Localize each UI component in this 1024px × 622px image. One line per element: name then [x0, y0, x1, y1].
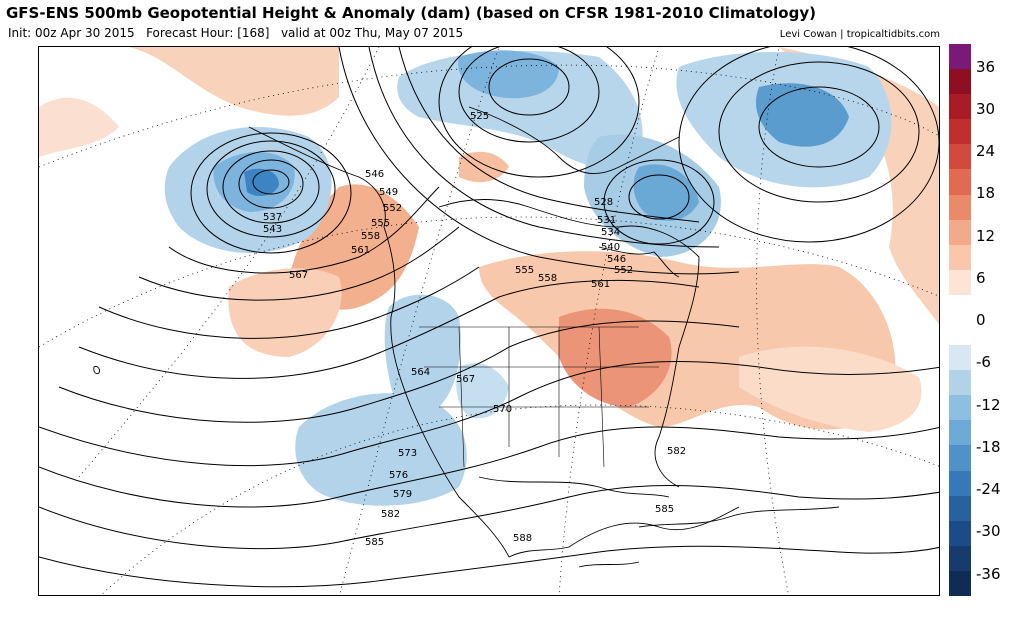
contour-label: 561 [351, 245, 370, 256]
colorbar-segment [949, 370, 971, 396]
colorbar-segment [949, 244, 971, 271]
contour-label: 588 [513, 533, 532, 544]
contour-label: 567 [289, 270, 308, 281]
contour-label: 585 [365, 537, 384, 548]
colorbar-labels: 36 30 24 18 12 6 0 -6 -12 -18 -24 -30 -3… [976, 44, 1020, 596]
colorbar-tick: -12 [976, 396, 1001, 414]
colorbar-segment [949, 520, 971, 547]
contour-label-group: 525 528 531 534 540 546 552 561 555 558 … [263, 111, 686, 548]
colorbar-tick: -30 [976, 522, 1001, 540]
colorbar-segment [949, 169, 971, 196]
contour-label: 561 [591, 279, 610, 290]
contour-label: 564 [411, 367, 430, 378]
coastlines [93, 106, 840, 568]
contour-label: 540 [601, 242, 620, 253]
colorbar-tick: -6 [976, 353, 991, 371]
colorbar-segment [949, 445, 971, 472]
colorbar-segment [949, 194, 971, 221]
contour-label: 528 [594, 197, 613, 208]
colorbar-segment [949, 545, 971, 572]
colorbar-tick: -18 [976, 438, 1001, 456]
init-time: Init: 00z Apr 30 2015 [8, 26, 135, 40]
colorbar-segment [949, 44, 971, 70]
colorbar-segment [949, 219, 971, 246]
colorbar-segment [949, 294, 971, 321]
colorbar-segment [949, 320, 971, 346]
forecast-hour: Forecast Hour: [168] [146, 26, 270, 40]
colorbar-segment [949, 94, 971, 120]
chart-title: GFS-ENS 500mb Geopotential Height & Anom… [6, 4, 816, 22]
colorbar-segment [949, 119, 971, 145]
credit-line: Levi Cowan | tropicaltidbits.com [779, 29, 940, 40]
colorbar-segment [949, 69, 971, 95]
contour-label: 552 [383, 203, 402, 214]
contour-label: 585 [655, 504, 674, 515]
colorbar-segment [949, 395, 971, 421]
colorbar-tick: 6 [976, 269, 986, 287]
state-borders [419, 326, 659, 468]
colorbar-segment [949, 470, 971, 497]
positive-anomaly-shading [39, 47, 939, 432]
contour-label: 546 [365, 169, 384, 180]
anomaly-map: 525 528 531 534 540 546 552 561 555 558 … [38, 46, 940, 596]
height-contours [39, 47, 939, 588]
valid-time: valid at 00z Thu, May 07 2015 [280, 26, 464, 40]
colorbar-tick: 0 [976, 311, 986, 329]
colorbar-segment [949, 570, 971, 597]
contour-label: 555 [515, 265, 534, 276]
contour-label: 582 [381, 509, 400, 520]
contour-label: 579 [393, 489, 412, 500]
contour-label: 534 [601, 227, 620, 238]
colorbar-tick: -24 [976, 480, 1001, 498]
colorbar-segment [949, 269, 971, 296]
colorbar-segment [949, 420, 971, 446]
contour-label: 570 [493, 404, 512, 415]
contour-label: 543 [263, 224, 282, 235]
contour-label: 582 [667, 446, 686, 457]
colorbar-tick: 18 [976, 184, 996, 202]
colorbar-tick: 12 [976, 227, 996, 245]
contour-label: 576 [389, 470, 408, 481]
contour-label: 549 [379, 187, 398, 198]
run-info: Init: 00z Apr 30 2015 Forecast Hour: [16… [8, 26, 463, 40]
contour-label: 558 [538, 273, 557, 284]
contour-label: 555 [371, 218, 390, 229]
colorbar-tick: -36 [976, 565, 1001, 583]
contour-label: 546 [607, 254, 626, 265]
contour-label: 567 [456, 374, 475, 385]
colorbar-segment [949, 345, 971, 371]
map-canvas: 525 528 531 534 540 546 552 561 555 558 … [39, 47, 939, 595]
colorbar-segment [949, 144, 971, 170]
contour-label: 531 [597, 215, 616, 226]
contour-label: 537 [263, 212, 282, 223]
negative-anomaly-shading [164, 50, 892, 506]
contour-label: 558 [361, 231, 380, 242]
colorbar-segment [949, 495, 971, 522]
colorbar [949, 44, 971, 597]
contour-label: 525 [470, 111, 489, 122]
colorbar-tick: 36 [976, 58, 996, 76]
colorbar-tick: 30 [976, 100, 996, 118]
colorbar-tick: 24 [976, 142, 996, 160]
contour-label: 552 [614, 265, 633, 276]
contour-label: 573 [398, 448, 417, 459]
